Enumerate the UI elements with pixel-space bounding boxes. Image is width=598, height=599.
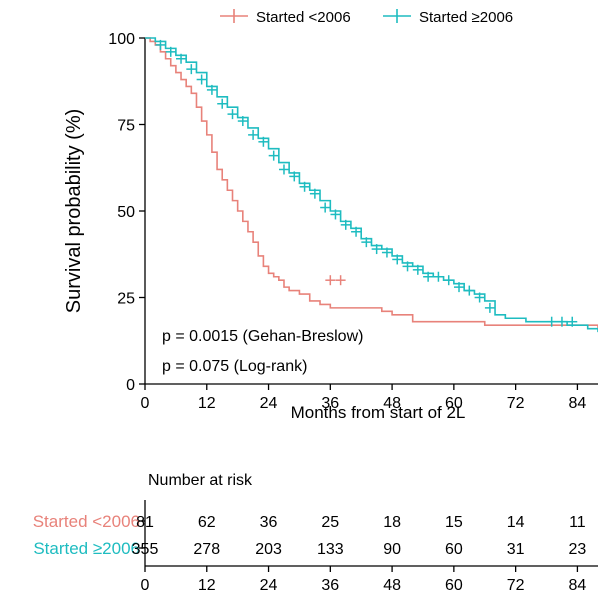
censor-mark-2-6 (217, 98, 228, 109)
censor-mark-2-23 (392, 254, 403, 265)
x-tick-label-4: 48 (383, 395, 401, 412)
censor-mark-2-22 (381, 247, 392, 258)
risk-col-label-2: 24 (260, 577, 278, 594)
censor-mark-2-2 (176, 53, 187, 64)
risk-col-label-6: 72 (507, 577, 525, 594)
censor-mark-2-33 (546, 316, 557, 327)
censor-mark-2-34 (556, 316, 567, 327)
y-axis-label: Survival probability (%) (63, 109, 85, 314)
series-line-2 (145, 37, 598, 333)
risk-col-label-4: 48 (383, 577, 401, 594)
risk-col-label-1: 12 (198, 577, 216, 594)
risk-value-1-7: 11 (569, 514, 586, 531)
censor-mark-2-10 (258, 136, 269, 147)
censor-mark-2-17 (330, 209, 341, 220)
censor-mark-2-12 (278, 164, 289, 175)
risk-value-1-0: 81 (136, 514, 154, 531)
censor-mark-2-29 (454, 282, 465, 293)
censor-mark-2-31 (474, 292, 485, 303)
censor-mark-2-1 (165, 46, 176, 57)
y-tick-label-3: 75 (117, 118, 135, 135)
censor-mark-2-3 (186, 64, 197, 75)
y-tick-label-4: 100 (108, 31, 135, 48)
y-tick-label-2: 50 (117, 204, 135, 221)
legend-entry-1: Started <2006 (220, 9, 351, 26)
risk-value-2-2: 203 (255, 541, 282, 558)
censor-mark-2-5 (206, 84, 217, 95)
risk-value-1-1: 62 (198, 514, 216, 531)
x-tick-label-2: 24 (260, 395, 278, 412)
censor-mark-2-25 (412, 264, 423, 275)
risk-row-label-2: Started ≥2006 (33, 539, 140, 558)
risk-col-label-0: 0 (141, 577, 150, 594)
risk-col-label-5: 60 (445, 577, 463, 594)
censor-mark-1-1 (335, 275, 346, 286)
censor-mark-2-13 (289, 171, 300, 182)
censor-mark-2-9 (248, 129, 259, 140)
risk-value-2-1: 278 (193, 541, 220, 558)
legend-label-2: Started ≥2006 (419, 9, 513, 26)
censor-mark-2-14 (299, 181, 310, 192)
censor-mark-2-4 (196, 74, 207, 85)
risk-col-label-7: 84 (569, 577, 587, 594)
censor-mark-2-18 (340, 219, 351, 230)
y-tick-label-1: 25 (117, 291, 135, 308)
risk-value-1-5: 15 (445, 514, 463, 531)
legend-label-1: Started <2006 (256, 9, 351, 26)
risk-col-label-3: 36 (321, 577, 339, 594)
legend-entry-2: Started ≥2006 (383, 9, 513, 26)
risk-table-title: Number at risk (148, 472, 253, 489)
x-tick-label-5: 60 (445, 395, 463, 412)
risk-value-1-3: 25 (321, 514, 339, 531)
censor-mark-2-30 (464, 285, 475, 296)
risk-value-2-7: 23 (569, 541, 587, 558)
censor-mark-2-0 (155, 39, 166, 50)
x-axis-label: Months from start of 2L (291, 403, 466, 422)
risk-value-2-6: 31 (507, 541, 525, 558)
censor-mark-2-35 (567, 316, 578, 327)
y-tick-label-0: 0 (126, 377, 135, 394)
censor-mark-2-15 (309, 188, 320, 199)
x-tick-label-7: 84 (569, 395, 587, 412)
censor-mark-2-26 (423, 271, 434, 282)
y-axis: 0 25 50 75 100 Survival probability (%) (63, 31, 146, 394)
censor-mark-2-28 (443, 275, 454, 286)
censor-mark-2-16 (320, 202, 331, 213)
risk-value-2-0: 355 (132, 541, 159, 558)
censor-mark-2-27 (433, 271, 444, 282)
x-tick-label-6: 72 (507, 395, 525, 412)
censor-mark-2-7 (227, 109, 238, 120)
x-tick-label-3: 36 (321, 395, 339, 412)
risk-value-2-4: 90 (383, 541, 401, 558)
risk-value-2-3: 133 (317, 541, 344, 558)
risk-value-2-5: 60 (445, 541, 463, 558)
survival-curves (145, 37, 598, 333)
p-value-gehan: p = 0.0015 (Gehan-Breslow) (162, 328, 363, 345)
censor-mark-2-20 (361, 237, 372, 248)
x-axis: 0 12 24 36 48 60 72 84 Months from start of 2L (141, 383, 598, 422)
series-line-1 (145, 37, 598, 329)
censor-mark-1-0 (325, 275, 336, 286)
censor-mark-2-32 (484, 302, 495, 313)
x-tick-label-0: 0 (141, 395, 150, 412)
censor-mark-2-11 (268, 150, 279, 161)
risk-value-1-6: 14 (507, 514, 525, 531)
risk-value-1-2: 36 (260, 514, 278, 531)
censor-mark-2-19 (351, 226, 362, 237)
x-tick-label-1: 12 (198, 395, 216, 412)
risk-value-1-4: 18 (383, 514, 401, 531)
censor-mark-2-8 (237, 116, 248, 127)
legend: Started <2006 Started ≥2006 (220, 9, 513, 26)
risk-row-label-1: Started <2006 (33, 512, 140, 531)
censor-mark-2-21 (371, 244, 382, 255)
p-value-logrank: p = 0.075 (Log-rank) (162, 358, 307, 375)
censor-mark-2-24 (402, 261, 413, 272)
